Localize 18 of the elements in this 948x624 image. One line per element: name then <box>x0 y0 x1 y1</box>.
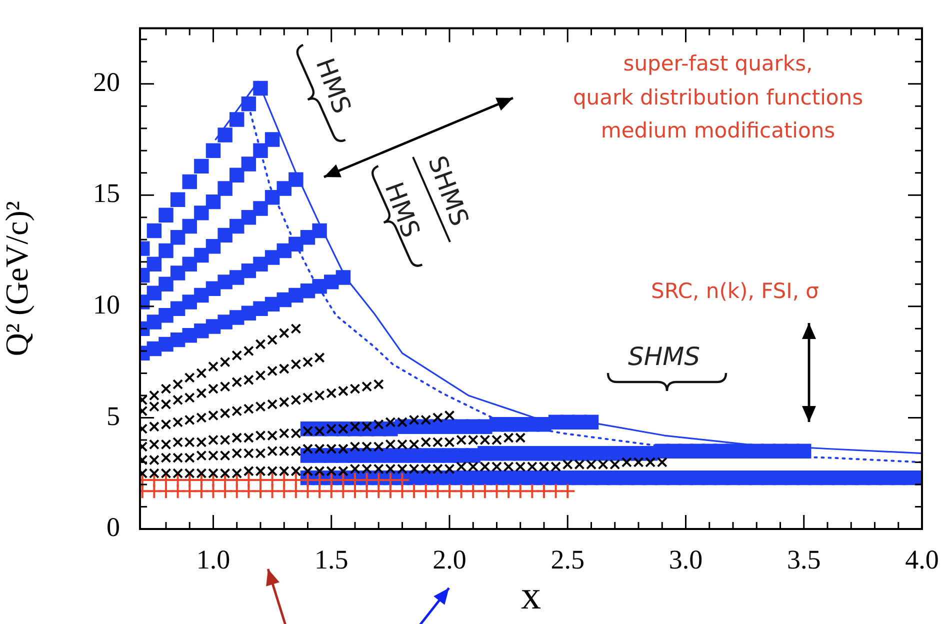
x-tick-label: 1.0 <box>196 544 230 574</box>
annotation: SHMS <box>628 341 700 373</box>
x-tick-label: 2.5 <box>550 544 584 574</box>
x-tick-label: 3.0 <box>668 544 703 574</box>
y-tick-label: 15 <box>93 178 120 208</box>
y-tick-label: 5 <box>106 400 120 431</box>
annotation: super-fast quarks, quark distribution functions medium modifications <box>572 50 864 145</box>
y-tick-label: 10 <box>93 290 120 320</box>
x-axis-title: x <box>521 572 541 618</box>
annotation: HMS <box>309 53 358 120</box>
x-tick-label: 4.0 <box>905 544 939 574</box>
y-tick-label: 20 <box>93 66 120 97</box>
x-tick-label: 1.5 <box>314 544 348 574</box>
y-axis-title: Q² (GeV/c)² <box>0 201 35 356</box>
x-tick-label: 2.0 <box>432 544 466 574</box>
y-tick-label: 0 <box>106 512 120 542</box>
x-tick-label: 3.5 <box>787 544 821 574</box>
annotation: SRC, n(k), FSI, σ <box>651 278 819 306</box>
